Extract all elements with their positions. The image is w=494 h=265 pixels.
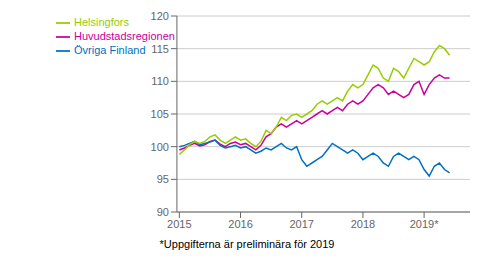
html-text:Huvudstadsregionen: Huvudstadsregionen bbox=[74, 30, 175, 43]
svg-text:2017: 2017 bbox=[289, 218, 313, 230]
svg-text:100: 100 bbox=[151, 141, 169, 153]
svg-text:115: 115 bbox=[151, 43, 169, 55]
svg-text:2015: 2015 bbox=[167, 218, 191, 230]
html-text:Helsingfors: Helsingfors bbox=[74, 16, 129, 28]
svg-text:110: 110 bbox=[151, 75, 169, 87]
svg-text:90: 90 bbox=[157, 206, 169, 218]
svg-text:2016: 2016 bbox=[228, 218, 252, 230]
svg-text:2019*: 2019* bbox=[410, 218, 439, 230]
svg-text:95: 95 bbox=[157, 173, 169, 185]
svg-text:120: 120 bbox=[151, 10, 169, 22]
svg-text:105: 105 bbox=[151, 108, 169, 120]
svg-text:2018: 2018 bbox=[351, 218, 375, 230]
html-text:Övriga Finland: Övriga Finland bbox=[74, 44, 146, 57]
html-text:*Uppgifterna är preliminära fö: *Uppgifterna är preliminära för 2019 bbox=[159, 238, 335, 250]
